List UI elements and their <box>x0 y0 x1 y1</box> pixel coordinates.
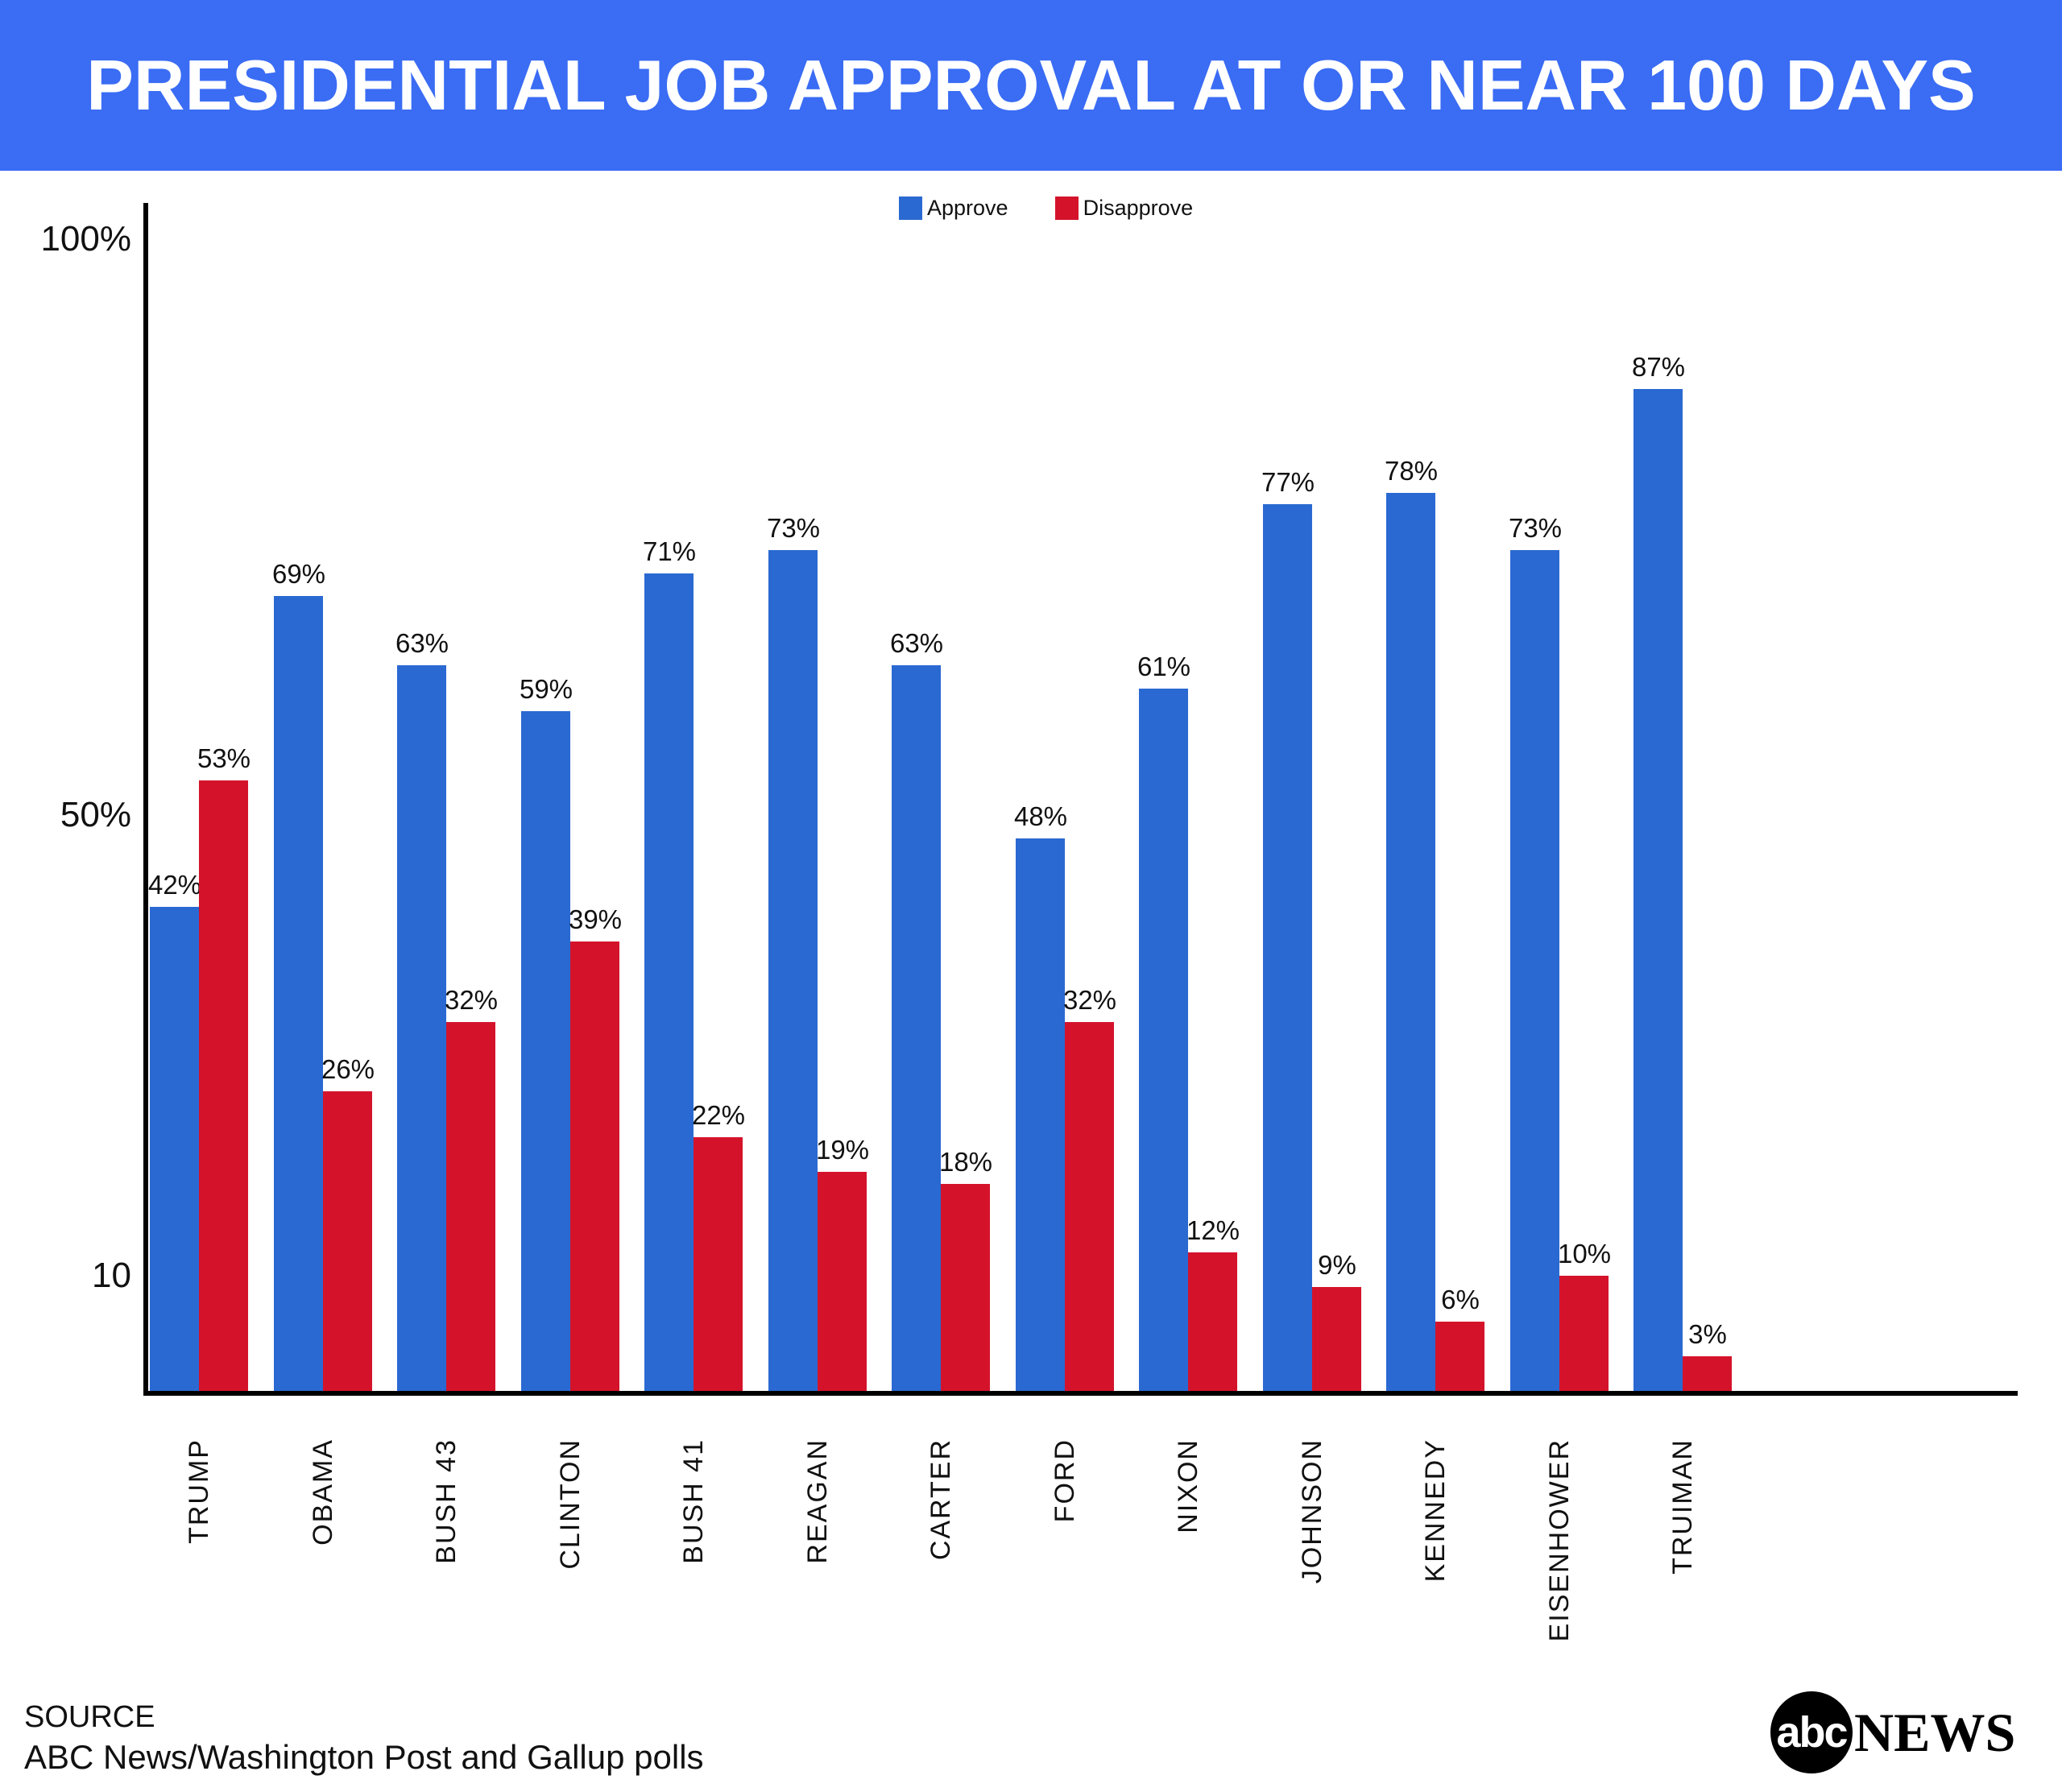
category-label-reagan: REAGAN <box>802 1438 833 1564</box>
legend-item-disapprove: Disapprove <box>1054 196 1194 220</box>
value-label-disapprove-eisenhower: 10% <box>1557 1239 1612 1268</box>
value-label-approve-trump: 42% <box>147 870 202 900</box>
value-label-disapprove-nixon: 12% <box>1186 1215 1240 1245</box>
category-label-truiman: TRUIMAN <box>1667 1438 1698 1575</box>
bar-approve-clinton <box>521 711 570 1391</box>
y-tick-100-: 100% <box>40 219 131 259</box>
value-label-approve-reagan: 73% <box>766 513 821 543</box>
category-label-bush-43: BUSH 43 <box>431 1438 462 1564</box>
value-label-disapprove-clinton: 39% <box>568 904 623 934</box>
value-label-disapprove-obama: 26% <box>321 1054 375 1084</box>
bar-disapprove-obama <box>323 1091 372 1391</box>
bar-disapprove-eisenhower <box>1559 1276 1609 1391</box>
value-label-disapprove-kennedy: 6% <box>1441 1285 1480 1314</box>
legend-item-approve: Approve <box>899 197 1008 220</box>
bar-disapprove-truiman <box>1683 1356 1732 1391</box>
bar-approve-obama <box>274 596 323 1391</box>
bar-disapprove-ford <box>1065 1022 1114 1391</box>
value-label-disapprove-truiman: 3% <box>1688 1319 1727 1349</box>
bar-disapprove-clinton <box>570 942 619 1391</box>
legend-swatch-approve <box>899 197 922 220</box>
bar-approve-eisenhower <box>1510 550 1559 1391</box>
value-label-disapprove-reagan: 19% <box>815 1135 870 1165</box>
category-label-clinton: CLINTON <box>555 1438 586 1570</box>
bar-disapprove-nixon <box>1188 1252 1237 1391</box>
header-banner: PRESIDENTIAL JOB APPROVAL AT OR NEAR 100… <box>0 0 2062 171</box>
bar-approve-nixon <box>1139 689 1188 1391</box>
category-label-carter: CARTER <box>925 1438 956 1561</box>
bar-approve-johnson <box>1263 504 1312 1391</box>
bar-disapprove-carter <box>941 1184 990 1391</box>
bar-disapprove-bush-41 <box>694 1137 743 1391</box>
bar-approve-kennedy <box>1386 493 1435 1391</box>
value-label-approve-johnson: 77% <box>1261 467 1315 497</box>
value-label-disapprove-bush-43: 32% <box>444 985 499 1015</box>
value-label-approve-nixon: 61% <box>1137 652 1191 681</box>
bar-approve-bush-43 <box>397 665 446 1391</box>
bar-disapprove-reagan <box>818 1172 867 1391</box>
bar-approve-trump <box>150 907 199 1391</box>
bar-disapprove-kennedy <box>1435 1322 1484 1391</box>
bar-approve-bush-41 <box>644 573 694 1391</box>
value-label-approve-obama: 69% <box>271 559 326 589</box>
legend-swatch-disapprove <box>1054 197 1079 220</box>
category-label-eisenhower: EISENHOWER <box>1544 1438 1575 1642</box>
chart-title: PRESIDENTIAL JOB APPROVAL AT OR NEAR 100… <box>86 45 1976 125</box>
legend-label-approve: Approve <box>927 196 1008 220</box>
legend: Approve Disapprove <box>899 197 1193 220</box>
legend-label-disapprove: Disapprove <box>1083 196 1194 220</box>
bar-approve-carter <box>892 665 941 1391</box>
category-label-trump: TRUMP <box>184 1438 214 1544</box>
value-label-approve-clinton: 59% <box>519 674 573 704</box>
value-label-disapprove-carter: 18% <box>938 1147 993 1177</box>
value-label-approve-ford: 48% <box>1013 801 1068 831</box>
category-label-johnson: JOHNSON <box>1297 1438 1327 1584</box>
category-label-bush-41: BUSH 41 <box>678 1438 709 1564</box>
value-label-disapprove-johnson: 9% <box>1318 1250 1356 1280</box>
source-text: ABC News/Washington Post and Gallup poll… <box>24 1738 704 1776</box>
value-label-disapprove-ford: 32% <box>1062 985 1117 1015</box>
y-tick-50-: 50% <box>60 795 131 834</box>
category-label-ford: FORD <box>1050 1438 1080 1523</box>
category-label-obama: OBAMA <box>308 1438 338 1546</box>
news-wordmark: NEWS <box>1854 1701 2016 1763</box>
bar-approve-truiman <box>1633 389 1683 1391</box>
category-label-nixon: NIXON <box>1173 1438 1203 1533</box>
abc-news-logo: abc NEWS <box>1770 1691 2015 1773</box>
source-block: SOURCE ABC News/Washington Post and Gall… <box>24 1698 704 1778</box>
bar-disapprove-trump <box>199 780 248 1391</box>
y-tick-10: 10 <box>92 1256 131 1295</box>
bar-disapprove-bush-43 <box>446 1022 495 1391</box>
value-label-approve-carter: 63% <box>889 628 944 658</box>
value-label-disapprove-bush-41: 22% <box>691 1100 746 1130</box>
value-label-approve-truiman: 87% <box>1631 352 1686 382</box>
x-axis-line <box>143 1391 2018 1396</box>
value-label-approve-kennedy: 78% <box>1384 456 1439 486</box>
bar-approve-reagan <box>768 550 818 1391</box>
y-axis-line <box>143 203 148 1396</box>
value-label-approve-bush-43: 63% <box>395 628 449 658</box>
bar-disapprove-johnson <box>1312 1287 1361 1391</box>
abc-logo-circle: abc <box>1770 1691 1853 1773</box>
source-label: SOURCE <box>24 1700 155 1734</box>
value-label-approve-eisenhower: 73% <box>1508 513 1563 543</box>
abc-logo-text: abc <box>1776 1708 1848 1757</box>
value-label-disapprove-trump: 53% <box>197 743 251 773</box>
value-label-approve-bush-41: 71% <box>642 536 697 566</box>
bar-approve-ford <box>1016 838 1065 1391</box>
category-label-kennedy: KENNEDY <box>1420 1438 1451 1583</box>
